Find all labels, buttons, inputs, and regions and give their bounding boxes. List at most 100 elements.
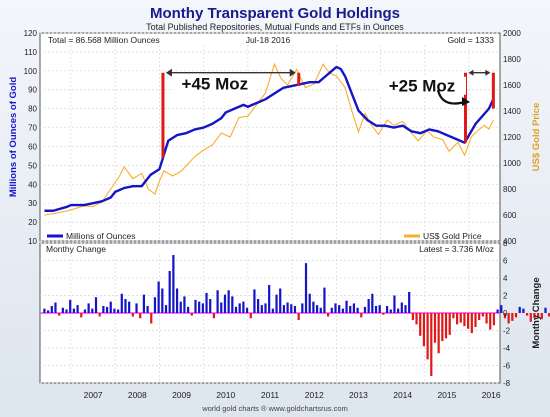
x-tick-label: 2010 bbox=[216, 390, 235, 400]
curved-arrow bbox=[436, 89, 466, 105]
y-tick-label-right: 0 bbox=[503, 309, 508, 318]
change-bar bbox=[264, 303, 267, 313]
chart-title: Monthy Transparent Gold Holdings bbox=[150, 5, 400, 22]
change-bar bbox=[511, 313, 514, 321]
y-axis-label-right: US$ Gold Price bbox=[531, 103, 542, 172]
change-bar bbox=[205, 292, 208, 313]
change-bar bbox=[105, 306, 109, 313]
legend-label-ounces: Millions of Ounces bbox=[66, 231, 135, 241]
span-arrowhead-left-1 bbox=[165, 68, 172, 77]
change-bar bbox=[529, 313, 532, 322]
change-bar bbox=[98, 313, 101, 317]
change-bar bbox=[363, 306, 367, 313]
change-bar bbox=[422, 313, 426, 347]
y-tick-label: 90 bbox=[28, 86, 37, 95]
change-bar bbox=[164, 305, 168, 313]
change-bar bbox=[253, 289, 256, 313]
change-bar bbox=[80, 313, 83, 318]
change-bar bbox=[91, 308, 94, 313]
change-bars bbox=[43, 247, 550, 376]
change-bar bbox=[102, 306, 105, 313]
change-bar bbox=[209, 299, 212, 313]
annotation-bg-1 bbox=[172, 74, 257, 93]
change-bar bbox=[378, 305, 381, 313]
date-readout: Jul-18 2016 bbox=[246, 35, 291, 45]
main-plot-area bbox=[39, 32, 501, 242]
y-tick-label: 100 bbox=[24, 67, 38, 76]
x-tick-label: 2016 bbox=[482, 390, 501, 400]
change-bar bbox=[223, 294, 227, 313]
change-bar bbox=[433, 313, 437, 343]
change-bar bbox=[234, 306, 238, 313]
change-bar bbox=[128, 301, 131, 313]
y-tick-label: 40 bbox=[28, 180, 37, 189]
change-bar bbox=[293, 306, 297, 313]
y-tick-label-right: 600 bbox=[503, 211, 517, 220]
x-tick-label: 2011 bbox=[261, 390, 280, 400]
y-tick-label: 110 bbox=[24, 48, 37, 57]
x-tick-label: 2009 bbox=[172, 390, 191, 400]
change-bar bbox=[415, 313, 418, 325]
change-bar bbox=[135, 303, 138, 313]
y-tick-label-right: 1400 bbox=[503, 107, 521, 116]
change-bar bbox=[548, 313, 550, 317]
x-tick-label: 2008 bbox=[128, 390, 147, 400]
change-bar bbox=[54, 302, 57, 313]
y-tick-label: 30 bbox=[28, 199, 37, 208]
change-bar bbox=[400, 302, 403, 313]
change-bar bbox=[503, 313, 507, 319]
change-bar bbox=[271, 308, 274, 313]
change-bar bbox=[327, 313, 330, 317]
x-tick-label: 2007 bbox=[84, 390, 103, 400]
y-tick-label-right: 1000 bbox=[503, 159, 521, 168]
change-bar bbox=[334, 303, 337, 313]
change-bar bbox=[61, 307, 64, 313]
y-tick-label-right: 6 bbox=[503, 257, 508, 266]
change-bar bbox=[533, 313, 536, 319]
total-readout: Total = 86.568 Million Ounces bbox=[48, 35, 160, 45]
change-bar bbox=[345, 300, 348, 313]
change-bar bbox=[87, 303, 90, 313]
y-tick-label-right: 800 bbox=[503, 185, 517, 194]
change-bar bbox=[441, 313, 444, 341]
change-bar bbox=[338, 305, 341, 313]
change-bar bbox=[514, 313, 518, 318]
change-bar bbox=[58, 313, 61, 316]
change-bar bbox=[426, 313, 429, 360]
y-tick-label: 80 bbox=[28, 105, 37, 114]
change-bar bbox=[150, 313, 153, 324]
change-bar bbox=[404, 305, 407, 313]
change-bar bbox=[249, 313, 252, 319]
y-axis-label-left: Millions of Ounces of Gold bbox=[8, 77, 19, 198]
change-bar bbox=[330, 307, 333, 313]
y-tick-label-right: 2000 bbox=[503, 29, 521, 38]
change-bar bbox=[83, 309, 87, 313]
latest-change-readout: Latest = 3.736 M/oz bbox=[419, 244, 494, 254]
x-axis-labels: 2007 2008 2009 2010 2011 2012 2013 2014 2015 2016 bbox=[84, 390, 501, 400]
change-bar bbox=[183, 296, 186, 313]
change-bar bbox=[238, 303, 241, 313]
change-bar bbox=[352, 303, 356, 313]
annotation-bg-2 bbox=[378, 76, 466, 95]
change-bar bbox=[540, 313, 543, 320]
change-bar bbox=[537, 313, 540, 317]
main-axes: 10 20 30 40 50 60 70 80 90 100 110 120 400 600 800 1000… bbox=[24, 29, 522, 246]
change-bar bbox=[157, 281, 160, 313]
change-bar bbox=[411, 313, 414, 320]
change-bar bbox=[69, 299, 72, 313]
x-tick-label: 2014 bbox=[393, 390, 412, 400]
change-bar bbox=[452, 313, 455, 319]
change-bar bbox=[146, 306, 149, 313]
y-tick-label-right: 1200 bbox=[503, 133, 521, 142]
change-bar bbox=[518, 306, 521, 313]
change-bar bbox=[349, 306, 352, 313]
change-bar bbox=[257, 299, 260, 313]
change-bar bbox=[408, 292, 411, 313]
legend-label-gold: US$ Gold Price bbox=[423, 231, 482, 241]
change-bar bbox=[448, 313, 451, 335]
change-bar bbox=[190, 313, 193, 316]
change-panel-title: Monthy Change bbox=[46, 244, 106, 254]
footer-credit: world gold charts ® www.goldchartsrus.co… bbox=[201, 404, 348, 413]
change-bar bbox=[496, 309, 499, 313]
change-bar bbox=[131, 313, 134, 317]
